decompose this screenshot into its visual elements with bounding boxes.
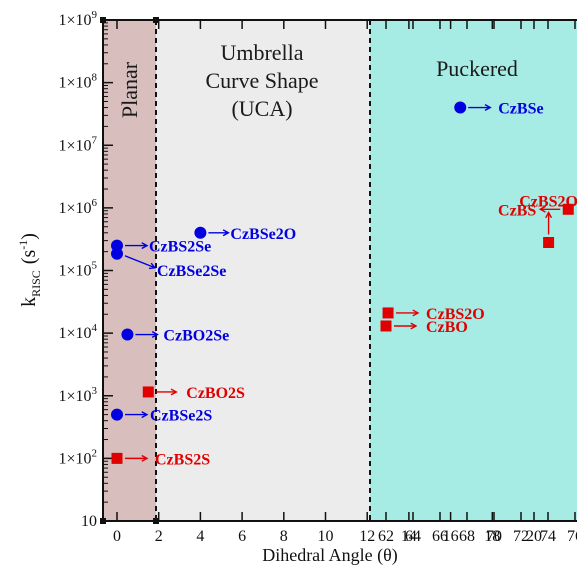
region-label-puckered: Puckered (436, 56, 518, 81)
point-label: CzBS2S (155, 451, 210, 468)
x-tick-label: 72 (513, 528, 529, 545)
point-label: CzBS2Se (149, 239, 211, 256)
y-tick-label: 1×102 (58, 447, 97, 467)
x-tick-label: 70 (486, 528, 502, 545)
x-axis-label: Dihedral Angle (θ) (262, 545, 398, 566)
point-czbs2o (543, 236, 555, 248)
annotation-arrowhead (141, 242, 149, 250)
point-czbse (454, 101, 467, 114)
point-czbo2se (121, 328, 134, 341)
annotation-arrowhead (148, 262, 157, 270)
x-tick-label: 16 (443, 528, 459, 545)
x-tick-label: 76 (567, 528, 577, 545)
x-tick-label: 66 (432, 528, 448, 545)
point-czbs2o (382, 307, 394, 319)
annotation-arrowhead (538, 205, 546, 213)
annotation-arrowhead (222, 229, 230, 237)
point-czbo2s (142, 386, 154, 398)
point-czbse2s (111, 408, 123, 421)
x-tick-label: 0 (113, 528, 121, 545)
point-label: CzBO2Se (163, 328, 229, 345)
annotation-arrowhead (141, 411, 149, 419)
x-tick-label: 20 (526, 528, 542, 545)
y-tick-label: 1×106 (58, 197, 97, 217)
point-label: CzBSe (498, 101, 543, 118)
annotation-arrowhead (151, 331, 159, 339)
x-tick-label: 74 (540, 528, 556, 545)
annotation-arrow (124, 255, 156, 269)
y-tick-label: 1×108 (58, 72, 97, 92)
point-label: CzBO2S (186, 385, 245, 402)
axis-break-mark-3 (153, 518, 159, 524)
point-czbse2o (194, 226, 207, 239)
x-tick-label: 18 (484, 528, 500, 545)
region-1 (156, 20, 370, 521)
point-label: CzBS (498, 202, 536, 219)
region-label-uca-line3: (UCA) (231, 96, 292, 121)
point-czbs2s (111, 452, 123, 464)
axis-break-mark-2 (153, 17, 159, 23)
region-label-uca-line1: Umbrella (220, 40, 303, 65)
region-label-planar: Planar (117, 61, 142, 118)
point-label: CzBS2O (426, 306, 485, 323)
x-tick-label: 6 (238, 528, 246, 545)
region-2 (370, 20, 577, 521)
x-tick-label: 2 (155, 528, 163, 545)
x-tick-label: 12 (359, 528, 375, 545)
y-tick-label: 1×109 (58, 9, 97, 29)
point-label: CzBSe2S (150, 408, 212, 425)
point-label: CzBO (426, 319, 468, 336)
x-tick-label: 68 (459, 528, 475, 545)
x-tick-label: 14 (401, 528, 417, 545)
y-tick-label: 10 (81, 513, 97, 530)
y-tick-label: 1×107 (58, 134, 97, 154)
annotation-arrowhead (412, 309, 420, 317)
y-axis-label: kRISC(s-1) (16, 233, 43, 307)
x-tick-label: 10 (318, 528, 334, 545)
annotation-arrowhead (141, 454, 149, 462)
point-label: CzBS2O (519, 193, 577, 210)
svg-text:kRISC(s-1): kRISC(s-1) (16, 233, 43, 307)
annotation-arrowhead (170, 388, 178, 396)
x-tick-label: 64 (405, 528, 421, 545)
point-czbse2se (111, 247, 123, 260)
annotation-arrowhead (545, 211, 553, 219)
y-tick-label: 1×103 (58, 385, 97, 405)
point-czbo (380, 320, 392, 332)
x-tick-label: 62 (378, 528, 394, 545)
x-tick-label: 8 (280, 528, 288, 545)
point-label: CzBSe2Se (157, 263, 226, 280)
annotation-arrowhead (410, 322, 418, 330)
x-tick-label: 4 (196, 528, 204, 545)
y-tick-label: 1×104 (58, 322, 97, 342)
point-label: CzBSe2O (230, 226, 296, 243)
region-label-uca-line2: Curve Shape (205, 68, 318, 93)
y-tick-label: 1×105 (58, 260, 97, 280)
annotation-arrowhead (484, 104, 492, 112)
point-czbs (562, 203, 574, 215)
